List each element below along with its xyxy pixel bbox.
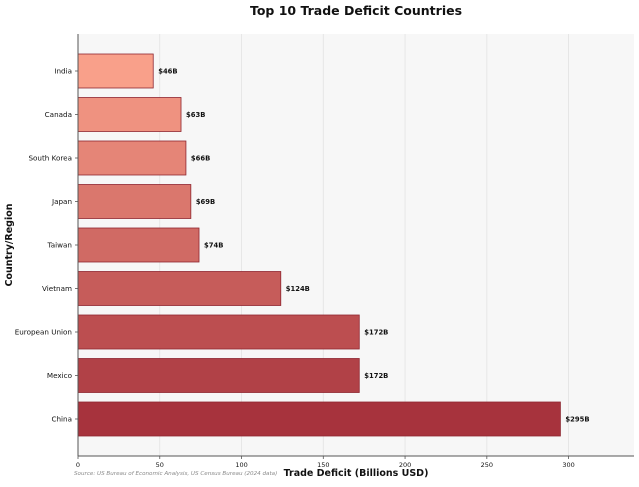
x-tick-label-3: 150 [317, 461, 329, 469]
y-tick-label-mexico: Mexico [47, 371, 72, 380]
data-label-vietnam: $124B [286, 285, 310, 293]
bar-japan [77, 184, 192, 219]
bar-south-korea [77, 140, 187, 176]
bar-european-union [77, 314, 360, 350]
source-note: Source: US Bureau of Economic Analysis, … [74, 471, 277, 477]
y-tick-label-european-union: European Union [15, 328, 72, 337]
x-tick-label-5: 250 [481, 461, 493, 469]
y-tick-label-china: China [51, 415, 72, 424]
data-label-south-korea: $66B [191, 155, 210, 163]
data-label-india: $46B [158, 68, 177, 76]
x-tick-label-1: 50 [156, 461, 164, 469]
y-tick-label-japan: Japan [51, 197, 72, 206]
bar-mexico [77, 358, 360, 393]
bar-canada [77, 97, 182, 132]
bar-india [77, 53, 154, 89]
x-tick-label-6: 300 [562, 461, 574, 469]
x-tick-label-0: 0 [76, 461, 80, 469]
y-tick-label-taiwan: Taiwan [47, 241, 72, 250]
data-labels-group: $46B $63B $66B $69B $74B $124B $172B $172B $295B [158, 68, 589, 424]
bar-vietnam [77, 271, 282, 306]
y-tick-label-vietnam: Vietnam [42, 284, 72, 293]
x-axis-label: Trade Deficit (Billions USD) [284, 468, 429, 479]
data-label-japan: $69B [196, 198, 215, 206]
bar-china [77, 401, 561, 437]
data-label-european-union: $172B [364, 329, 388, 337]
bar-taiwan [77, 227, 200, 263]
y-tick-labels: India Canada South Korea Japan Taiwan Vietnam… [15, 67, 78, 424]
data-label-mexico: $172B [364, 372, 388, 380]
y-axis-label: Country/Region [4, 203, 15, 286]
bars-group [77, 53, 561, 437]
x-tick-label-2: 100 [235, 461, 247, 469]
chart-title: Top 10 Trade Deficit Countries [250, 3, 462, 18]
y-tick-label-india: India [54, 67, 72, 76]
data-label-taiwan: $74B [204, 242, 223, 250]
x-tick-label-4: 200 [399, 461, 411, 469]
y-tick-label-south-korea: South Korea [28, 154, 72, 163]
data-label-china: $295B [565, 416, 589, 424]
y-tick-label-canada: Canada [45, 110, 72, 119]
data-label-canada: $63B [186, 111, 205, 119]
